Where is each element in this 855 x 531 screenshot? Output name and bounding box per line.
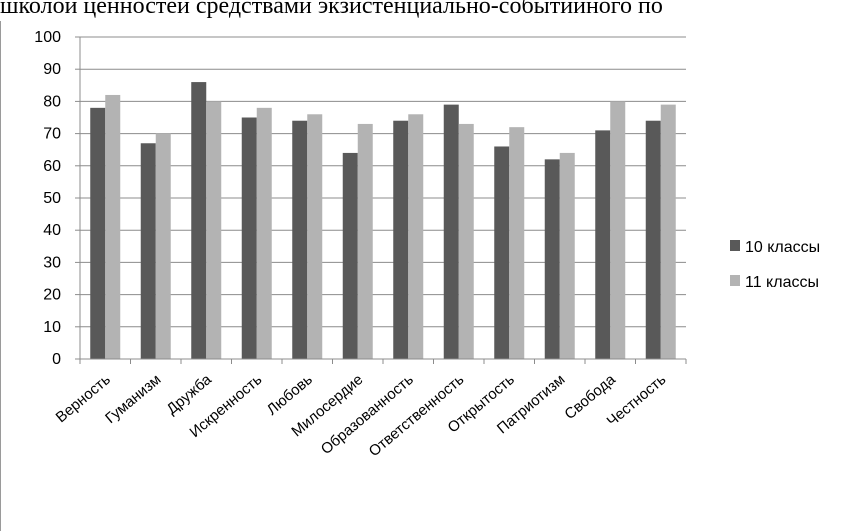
legend-swatch (730, 275, 740, 286)
bar (256, 107, 272, 359)
bar (292, 120, 308, 359)
x-tick-label: Ответственность (366, 371, 468, 460)
legend: 10 классы 11 классы (730, 239, 820, 291)
bar (544, 159, 560, 359)
legend-label: 10 классы (745, 239, 820, 256)
bar (660, 104, 676, 360)
bars (90, 82, 676, 360)
bar (610, 101, 626, 360)
y-tick-label: 90 (43, 61, 61, 78)
bar (241, 117, 257, 359)
bar (559, 152, 575, 359)
bar (408, 114, 424, 359)
bar (140, 143, 156, 359)
axes (79, 37, 687, 364)
chart-frame (0, 21, 854, 531)
bar (509, 127, 525, 359)
y-tick-label: 0 (52, 351, 61, 368)
bar (458, 123, 474, 359)
y-tick-label: 50 (43, 190, 61, 207)
y-tick-label: 10 (43, 319, 61, 336)
bar (494, 146, 510, 359)
y-tick-label: 70 (43, 126, 61, 143)
bar (645, 120, 661, 359)
bar (191, 82, 207, 359)
gridlines (80, 36, 686, 328)
bar (105, 94, 121, 360)
legend-swatch (730, 240, 740, 251)
bar (342, 152, 358, 359)
bar (443, 104, 459, 360)
y-tick-label: 100 (34, 29, 61, 46)
document-header-text: школой ценностей средствами экзистенциал… (0, 0, 663, 19)
bar (393, 120, 409, 359)
y-tick-label: 60 (43, 158, 61, 175)
y-tick-label: 20 (43, 287, 61, 304)
y-tick-label: 80 (43, 93, 61, 110)
bar (595, 130, 611, 359)
y-tick-labels: 0 10 20 30 40 50 60 70 80 90 100 (34, 29, 80, 368)
bar (307, 114, 323, 359)
x-tick-label: Гуманизм (102, 371, 164, 427)
legend-label: 11 классы (745, 274, 819, 291)
bar (206, 101, 222, 360)
y-tick-label: 30 (43, 254, 61, 271)
bar (155, 133, 171, 359)
y-tick-label: 40 (43, 222, 61, 239)
bar (90, 107, 106, 359)
bar (357, 123, 373, 359)
